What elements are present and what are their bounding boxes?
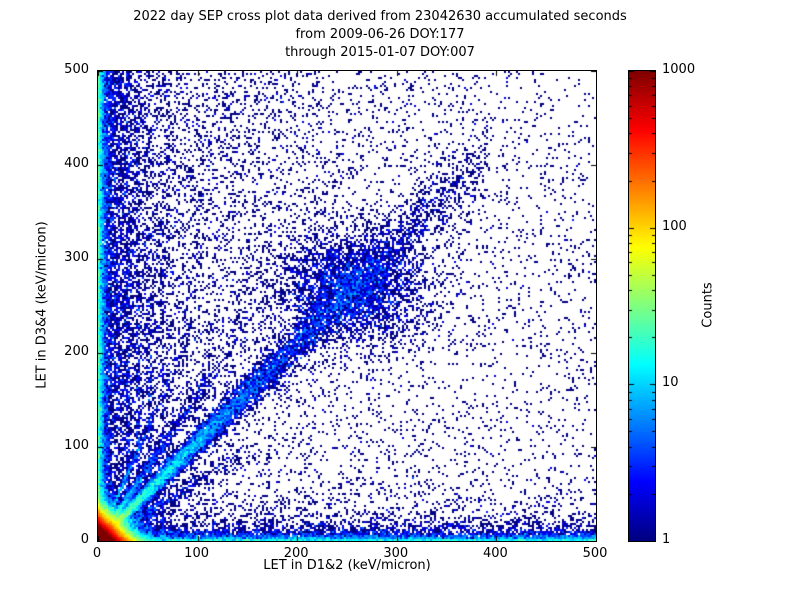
x-tick-label-500: 500 (582, 546, 608, 561)
y-tick-label-200: 200 (64, 344, 89, 359)
y-tick-label-400: 400 (64, 156, 89, 171)
chart-title-line-1: 2022 day SEP cross plot data derived fro… (133, 9, 627, 24)
x-tick-label-300: 300 (383, 546, 409, 561)
colorbar (628, 70, 656, 542)
y-tick-label-500: 500 (64, 62, 89, 77)
x-tick-label-0: 0 (92, 546, 102, 561)
chart-title-line-3: through 2015-01-07 DOY:007 (285, 45, 475, 60)
colorbar-tick-label-10: 10 (662, 375, 679, 391)
colorbar-label: Counts (700, 282, 716, 328)
x-tick-label-100: 100 (184, 546, 209, 561)
x-axis-label: LET in D1&2 (keV/micron) (263, 558, 431, 573)
y-tick-label-100: 100 (64, 438, 89, 453)
colorbar-tick-label-1: 1 (662, 532, 671, 547)
x-tick-label-400: 400 (482, 546, 508, 561)
y-tick-label-300: 300 (64, 250, 89, 265)
x-tick-label-200: 200 (283, 546, 309, 561)
colorbar-tick-label-1000: 1000 (662, 62, 696, 77)
y-tick-label-0: 0 (80, 532, 89, 547)
colorbar-tick-label-100: 100 (662, 218, 687, 234)
chart-title-line-2: from 2009-06-26 DOY:177 (295, 27, 465, 42)
scatter-density-plot (97, 70, 597, 542)
y-axis-label: LET in D3&4 (keV/micron) (34, 221, 50, 389)
